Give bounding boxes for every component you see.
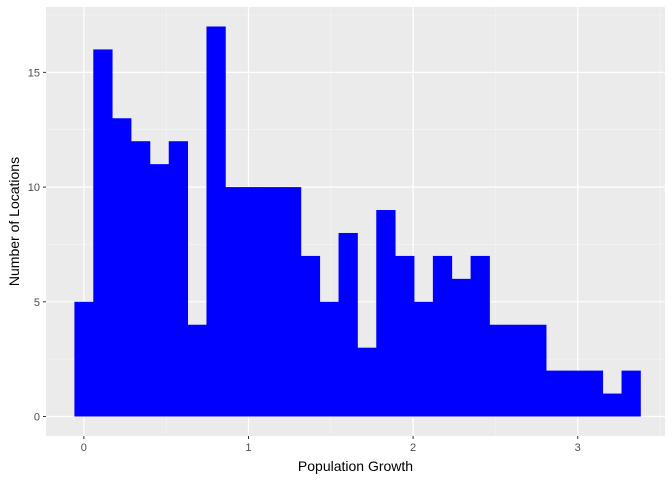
histogram-bar (244, 187, 263, 416)
histogram-bar (622, 371, 641, 417)
histogram-bar (188, 325, 207, 417)
y-tick-label: 0 (34, 412, 40, 424)
histogram-bar (206, 27, 225, 417)
histogram-bar (263, 187, 282, 416)
histogram-bar (603, 394, 622, 417)
x-axis-title: Population Growth (298, 458, 413, 474)
histogram-bar (395, 256, 414, 417)
histogram-bar (150, 164, 169, 416)
x-tick-label: 0 (81, 442, 87, 454)
histogram-bar (112, 118, 131, 416)
histogram-bar (433, 256, 452, 417)
histogram-bar (357, 348, 376, 417)
x-tick-label: 3 (575, 442, 581, 454)
histogram-bar (489, 325, 508, 417)
histogram-bar (282, 187, 301, 416)
histogram-bar (508, 325, 527, 417)
histogram-bar (225, 187, 244, 416)
histogram-bar (546, 371, 565, 417)
x-tick-label: 2 (410, 442, 416, 454)
histogram-bar (471, 256, 490, 417)
y-axis-title: Number of Locations (6, 157, 22, 286)
y-tick-label: 15 (28, 67, 40, 79)
histogram-bar (452, 279, 471, 417)
histogram-bar (169, 141, 188, 416)
histogram-bar (376, 210, 395, 416)
histogram-bar (527, 325, 546, 417)
histogram-bar (74, 302, 93, 417)
x-tick-label: 1 (245, 442, 251, 454)
histogram-bar (565, 371, 584, 417)
histogram-bar (584, 371, 603, 417)
histogram-bar (131, 141, 150, 416)
histogram-bar (339, 233, 358, 417)
histogram-bar (93, 49, 112, 416)
y-tick-label: 5 (34, 297, 40, 309)
histogram-bar (301, 256, 320, 417)
histogram-bar (414, 302, 433, 417)
y-tick-label: 10 (28, 182, 40, 194)
histogram-bar (320, 302, 339, 417)
